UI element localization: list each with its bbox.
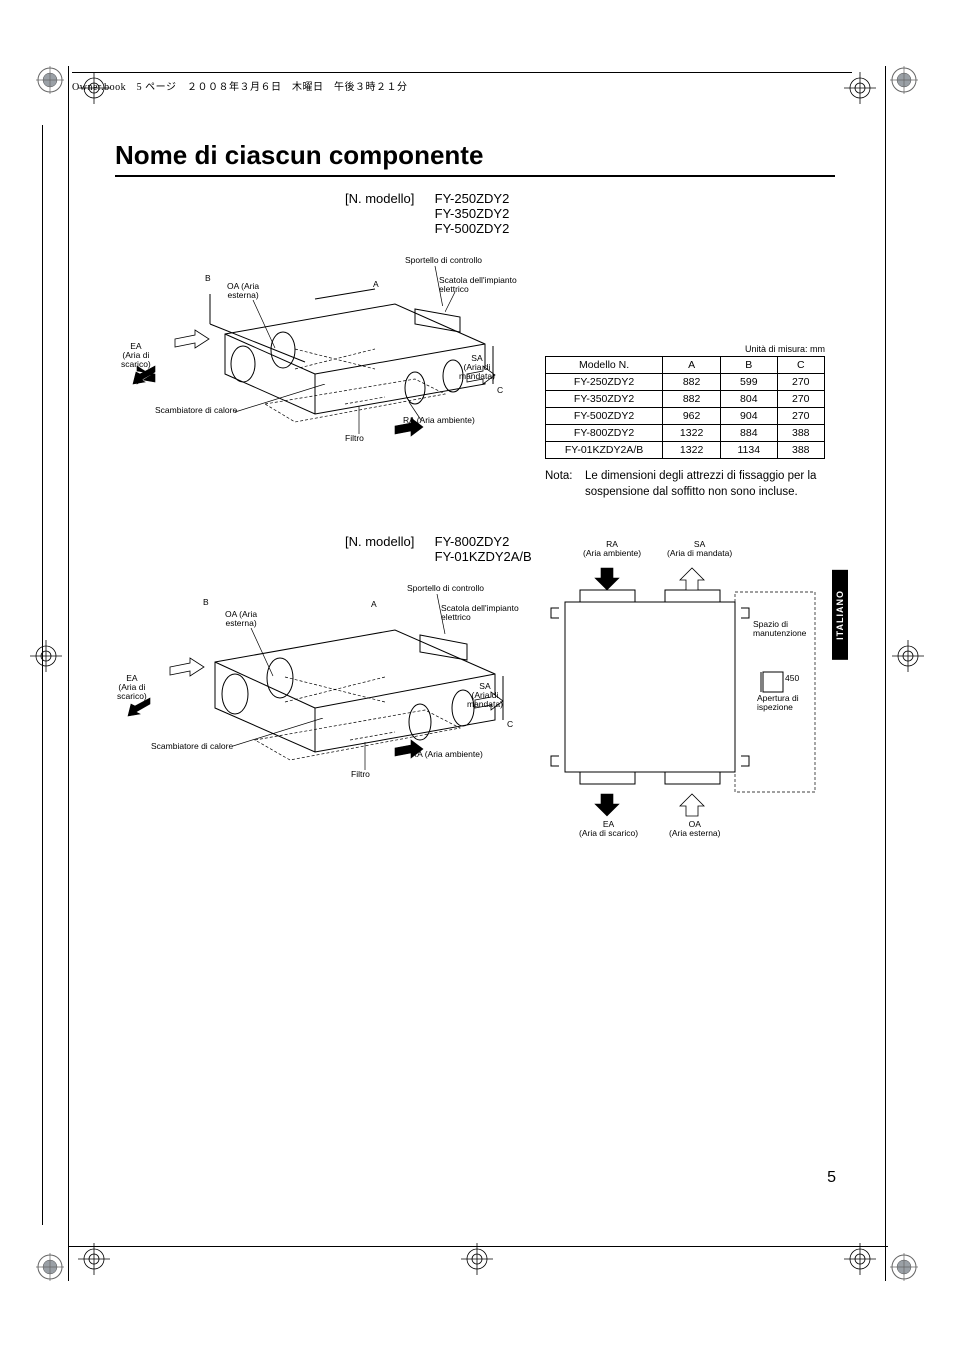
crop-mark-disc-tl bbox=[36, 66, 64, 94]
plan-apertura: Apertura di ispezione bbox=[757, 694, 799, 712]
reg-target-icon bbox=[30, 640, 62, 672]
page-title: Nome di ciascun componente bbox=[115, 140, 835, 177]
table-row: FY-350ZDY2882804270 bbox=[546, 391, 825, 408]
plan-ap-dim: 450 bbox=[785, 674, 799, 683]
lbl-A: A bbox=[373, 280, 379, 289]
table-cell: 804 bbox=[721, 391, 778, 408]
crop-mark-disc-tr bbox=[890, 66, 918, 94]
table-cell: 388 bbox=[777, 425, 824, 442]
model-label: [N. modello] bbox=[345, 534, 431, 549]
model-code: FY-250ZDY2 bbox=[435, 191, 510, 206]
lbl-C: C bbox=[497, 386, 503, 395]
col-header: A bbox=[663, 357, 721, 374]
table-cell: 882 bbox=[663, 391, 721, 408]
content-area: Nome di ciascun componente [N. modello] … bbox=[115, 140, 835, 902]
diagram-block-2: Sportello di controllo Scatola dell'impi… bbox=[115, 572, 835, 902]
plan-ra: RA (Aria ambiente) bbox=[583, 540, 641, 558]
iso-diagram-1: Sportello di controllo Scatola dell'impi… bbox=[115, 254, 535, 474]
table-cell: 1134 bbox=[721, 442, 778, 459]
table-cell: 270 bbox=[777, 391, 824, 408]
plan-spazio: Spazio di manutenzione bbox=[753, 620, 806, 638]
table-cell: FY-250ZDY2 bbox=[546, 374, 663, 391]
lbl-A: A bbox=[371, 600, 377, 609]
model-label: [N. modello] bbox=[345, 191, 431, 206]
table-cell: 962 bbox=[663, 408, 721, 425]
table-cell: FY-500ZDY2 bbox=[546, 408, 663, 425]
table-cell: 270 bbox=[777, 374, 824, 391]
crop-mark-disc-bl bbox=[36, 1253, 64, 1281]
plan-ea: EA (Aria di scarico) bbox=[579, 820, 638, 838]
table-cell: 388 bbox=[777, 442, 824, 459]
lbl-C: C bbox=[507, 720, 513, 729]
crop-rule-bottom bbox=[68, 1246, 888, 1247]
lbl-ea: EA (Aria di scarico) bbox=[117, 674, 147, 701]
diagram-block-1: Sportello di controllo Scatola dell'impi… bbox=[115, 244, 835, 474]
table-row: FY-250ZDY2882599270 bbox=[546, 374, 825, 391]
maintenance-plan: RA (Aria ambiente) SA (Aria di mandata) … bbox=[535, 542, 825, 852]
table-cell: 1322 bbox=[663, 442, 721, 459]
page-number: 5 bbox=[827, 1169, 836, 1187]
unit-label: Unità di misura: mm bbox=[545, 344, 825, 354]
table-cell: 1322 bbox=[663, 425, 721, 442]
lbl-sa: SA (Aria di mandata) bbox=[467, 682, 503, 709]
lbl-ea: EA (Aria di scarico) bbox=[121, 342, 151, 369]
block1-model-list: FY-250ZDY2 FY-350ZDY2 FY-500ZDY2 bbox=[435, 191, 510, 236]
print-header-text: Owner.book 5 ページ ２００８年３月６日 木曜日 午後３時２１分 bbox=[72, 82, 407, 93]
table-cell: 904 bbox=[721, 408, 778, 425]
lbl-B: B bbox=[203, 598, 209, 607]
table-row: FY-800ZDY21322884388 bbox=[546, 425, 825, 442]
model-code: FY-01KZDY2A/B bbox=[435, 549, 532, 564]
table-cell: 882 bbox=[663, 374, 721, 391]
reg-target-icon bbox=[892, 640, 924, 672]
table-cell: FY-350ZDY2 bbox=[546, 391, 663, 408]
reg-target-icon bbox=[844, 1243, 876, 1275]
table-cell: FY-01KZDY2A/B bbox=[546, 442, 663, 459]
table-cell: 270 bbox=[777, 408, 824, 425]
model-code: FY-500ZDY2 bbox=[435, 221, 510, 236]
lbl-scambiatore: Scambiatore di calore bbox=[155, 406, 237, 415]
note-body: Le dimensioni degli attrezzi di fissaggi… bbox=[585, 469, 825, 500]
col-header: Modello N. bbox=[546, 357, 663, 374]
crop-mark-disc-br bbox=[890, 1253, 918, 1281]
reg-target-icon bbox=[78, 1243, 110, 1275]
dimension-table-wrap: Unità di misura: mm Modello N. A B C FY-… bbox=[545, 344, 825, 500]
iso-diagram-2: Sportello di controllo Scatola dell'impi… bbox=[115, 582, 535, 802]
lbl-scatola: Scatola dell'impianto elettrico bbox=[441, 604, 519, 622]
print-header: Owner.book 5 ページ ２００８年３月６日 木曜日 午後３時２１分 bbox=[72, 72, 852, 95]
lbl-oa: OA (Aria esterna) bbox=[227, 282, 259, 300]
table-row: FY-500ZDY2962904270 bbox=[546, 408, 825, 425]
lbl-scambiatore: Scambiatore di calore bbox=[151, 742, 233, 751]
crop-rule-left2 bbox=[42, 125, 43, 1225]
note-label: Nota: bbox=[545, 469, 585, 500]
lbl-B: B bbox=[205, 274, 211, 283]
block2-model-list: FY-800ZDY2 FY-01KZDY2A/B bbox=[435, 534, 532, 564]
dimension-note: Nota: Le dimensioni degli attrezzi di fi… bbox=[545, 469, 825, 500]
crop-rule-left bbox=[68, 66, 69, 1281]
dimension-table: Modello N. A B C FY-250ZDY2882599270FY-3… bbox=[545, 356, 825, 459]
reg-target-icon bbox=[461, 1243, 493, 1275]
block1-model-header: [N. modello] FY-250ZDY2 FY-350ZDY2 FY-50… bbox=[345, 191, 835, 236]
lbl-sportello: Sportello di controllo bbox=[405, 256, 482, 265]
plan-oa: OA (Aria esterna) bbox=[669, 820, 721, 838]
lbl-sa: SA (Aria di mandata) bbox=[459, 354, 495, 381]
model-code: FY-800ZDY2 bbox=[435, 534, 510, 549]
lbl-ra: RA (Aria ambiente) bbox=[411, 750, 483, 759]
col-header: C bbox=[777, 357, 824, 374]
lbl-oa: OA (Aria esterna) bbox=[225, 610, 257, 628]
page-root: Owner.book 5 ページ ２００８年３月６日 木曜日 午後３時２１分 N… bbox=[0, 0, 954, 1347]
lbl-sportello: Sportello di controllo bbox=[407, 584, 484, 593]
table-cell: FY-800ZDY2 bbox=[546, 425, 663, 442]
col-header: B bbox=[721, 357, 778, 374]
language-tab: ITALIANO bbox=[832, 570, 848, 660]
model-code: FY-350ZDY2 bbox=[435, 206, 510, 221]
crop-rule-right bbox=[885, 66, 886, 1281]
table-cell: 884 bbox=[721, 425, 778, 442]
table-cell: 599 bbox=[721, 374, 778, 391]
plan-sa: SA (Aria di mandata) bbox=[667, 540, 732, 558]
table-row: FY-01KZDY2A/B13221134388 bbox=[546, 442, 825, 459]
